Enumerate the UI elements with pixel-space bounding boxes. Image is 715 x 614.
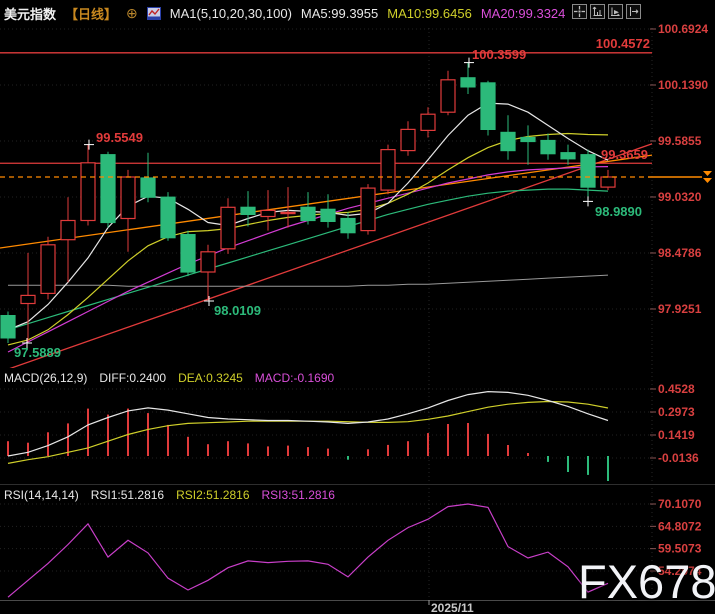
candle-body [540, 139, 556, 155]
watermark: FX678 [578, 555, 715, 608]
rsi-header: RSI(14,14,14) RSI1:51.2816 RSI2:51.2816 … [4, 488, 335, 502]
candle-body [220, 206, 236, 250]
price-annotation: 98.0109 [214, 303, 261, 318]
price-annotation: 99.3659 [601, 147, 648, 162]
candle-body [40, 244, 56, 295]
candle-body [560, 152, 576, 160]
axis-label: 99.0320 [658, 190, 702, 204]
ma-settings-label: MA1(5,10,20,30,100) [169, 6, 292, 21]
candle-body [320, 208, 336, 223]
axis-label: 99.5855 [658, 134, 702, 148]
axis-label: 100.1390 [658, 78, 708, 92]
candle-body [200, 251, 216, 273]
candle-body [480, 82, 496, 131]
price-annotation: 97.5889 [14, 345, 61, 360]
ma20-value: MA20:99.3324 [480, 6, 566, 21]
ma100-line [8, 274, 609, 287]
pan-crosshair-button[interactable] [572, 4, 587, 19]
candle-body [160, 196, 176, 239]
price-annotation: 100.4572 [596, 36, 650, 51]
x-axis-date-label: 2025/11 [431, 601, 474, 614]
timeframe-label[interactable]: 【日线】 [65, 7, 118, 22]
ma10-value: MA10:99.6456 [387, 6, 472, 21]
rsi-pane [7, 503, 609, 598]
axis-label: 70.1070 [658, 497, 702, 511]
price-annotation: 100.3599 [472, 47, 526, 62]
candle-body [60, 219, 76, 241]
candle-body [580, 154, 596, 188]
price-annotation: 99.5549 [96, 130, 143, 145]
price-annotation: 98.9890 [595, 204, 642, 219]
chart-header: 美元指数 【日线】 ⊕ MA1(5,10,20,30,100) MA5:99.3… [4, 4, 565, 23]
candle-body [360, 187, 376, 232]
expand-indicator-icon[interactable]: ⊕ [126, 5, 138, 21]
axis-label: 64.8072 [658, 519, 702, 533]
scale-time-axis-button[interactable] [608, 4, 623, 19]
macd-pane [7, 390, 609, 481]
candle-body [140, 177, 156, 198]
candle-body [280, 211, 296, 215]
rsi2-value: RSI2:51.2816 [176, 488, 250, 502]
trendline [0, 154, 652, 249]
candle-body [380, 149, 396, 191]
collapse-panel-button[interactable] [626, 4, 641, 19]
ma30-line [7, 188, 609, 331]
rsi-line [7, 503, 609, 598]
candle-body [240, 206, 256, 216]
last-price-marker [703, 170, 712, 183]
chart-toolbar [572, 4, 641, 19]
axis-label: 97.9251 [658, 302, 702, 316]
candle-body [600, 176, 616, 188]
price-pane [0, 52, 652, 368]
trendline [9, 143, 652, 368]
candle-body [500, 131, 516, 152]
rsi-params-label: RSI(14,14,14) [4, 488, 79, 502]
macd-dea-value: DEA:0.3245 [178, 371, 243, 385]
scale-price-axis-button[interactable] [590, 4, 605, 19]
axis-label: 0.4528 [658, 382, 695, 396]
candle-body [20, 294, 36, 305]
candle-body [340, 217, 356, 234]
candle-body [260, 209, 276, 218]
candle-body [440, 79, 456, 113]
diff-line [7, 390, 609, 457]
rsi3-value: RSI3:51.2816 [261, 488, 335, 502]
axis-label: -0.0136 [658, 451, 699, 465]
macd-header: MACD(26,12,9) DIFF:0.2400 DEA:0.3245 MAC… [4, 371, 334, 385]
candle-body [0, 315, 16, 339]
axis-label: 59.5073 [658, 542, 702, 556]
candle-body [120, 176, 136, 220]
axis-label: 0.2973 [658, 405, 695, 419]
grid-and-axes: 100.6924 100.1390 99.5855 99.0320 98.4786 97.… [0, 22, 715, 605]
candle-body [420, 113, 436, 131]
axis-label: 98.4786 [658, 246, 702, 260]
symbol-name: 美元指数 [4, 7, 57, 22]
ma5-value: MA5:99.3955 [300, 6, 379, 21]
axis-label: 100.6924 [658, 22, 708, 36]
macd-hist-value: MACD:-0.1690 [254, 371, 335, 385]
candle-body [80, 162, 96, 222]
chart-style-icon[interactable] [146, 7, 161, 20]
candle-body [460, 77, 476, 88]
macd-diff-value: DIFF:0.2400 [99, 371, 167, 385]
axis-label: 54.2074 [658, 564, 702, 578]
candle-body [400, 128, 416, 152]
axis-label: 0.1419 [658, 428, 695, 442]
macd-params-label: MACD(26,12,9) [4, 371, 88, 385]
candle-body [100, 154, 116, 224]
candle-body [180, 234, 196, 273]
candle-body [300, 206, 316, 222]
candle-body [520, 136, 536, 143]
annotations: 99.5549 100.3599 100.4572 99.3659 98.9890 98.… [14, 36, 650, 360]
rsi1-value: RSI1:51.2816 [90, 488, 165, 502]
